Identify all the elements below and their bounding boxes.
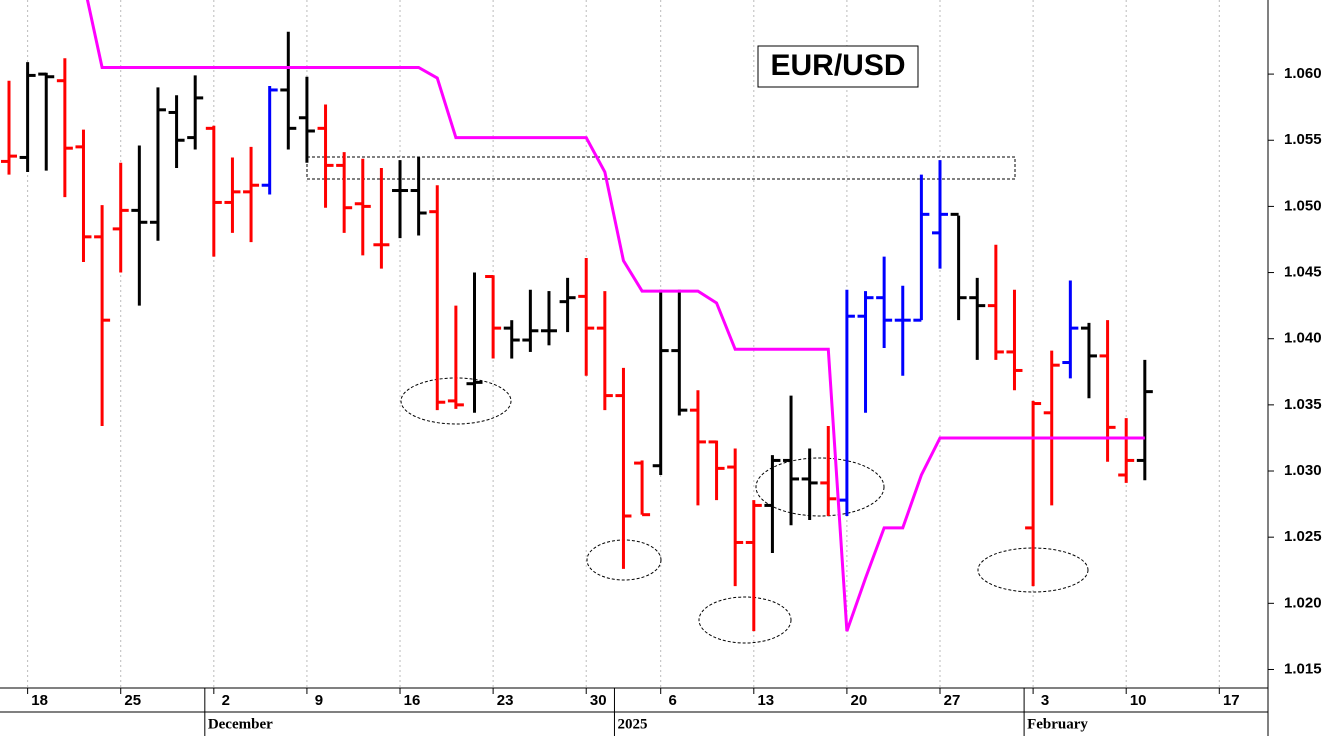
- x-tick-label: 2: [222, 692, 230, 709]
- y-tick-label: 1.025: [1284, 528, 1322, 545]
- x-tick-label: 6: [669, 692, 677, 709]
- x-tick-label: 3: [1041, 692, 1049, 709]
- y-tick-label: 1.045: [1284, 264, 1322, 281]
- x-tick-label: 13: [757, 692, 774, 709]
- x-tick-label: 30: [590, 692, 607, 709]
- chart-title: EUR/USD: [770, 49, 905, 82]
- x-tick-label: 17: [1223, 692, 1240, 709]
- y-tick-label: 1.055: [1284, 131, 1322, 148]
- y-tick-label: 1.030: [1284, 462, 1322, 479]
- y-tick-label: 1.040: [1284, 330, 1322, 347]
- month-label: 2025: [617, 716, 647, 732]
- y-tick-label: 1.015: [1284, 660, 1322, 677]
- x-tick-label: 20: [851, 692, 868, 709]
- x-tick-label: 9: [315, 692, 323, 709]
- ellipse: [698, 596, 792, 644]
- y-tick-label: 1.050: [1284, 197, 1322, 214]
- month-label: February: [1027, 716, 1088, 732]
- plot: [1, 0, 1153, 632]
- ellipse: [977, 547, 1089, 593]
- x-tick-label: 23: [497, 692, 514, 709]
- grid: [27, 0, 1220, 688]
- x-tick-label: 27: [944, 692, 961, 709]
- x-tick-label: 25: [124, 692, 141, 709]
- y-tick-label: 1.035: [1284, 396, 1322, 413]
- stop-line: [85, 0, 1145, 632]
- y-tick-label: 1.060: [1284, 65, 1322, 82]
- title-box: [757, 45, 919, 88]
- y-tick-label: 1.020: [1284, 594, 1322, 611]
- ellipse: [755, 457, 885, 517]
- x-tick-label: 10: [1130, 692, 1147, 709]
- x-tick-label: 18: [31, 692, 48, 709]
- annotation-ellipses: [400, 377, 1089, 644]
- x-tick-label: 16: [404, 692, 421, 709]
- month-label: December: [208, 716, 273, 732]
